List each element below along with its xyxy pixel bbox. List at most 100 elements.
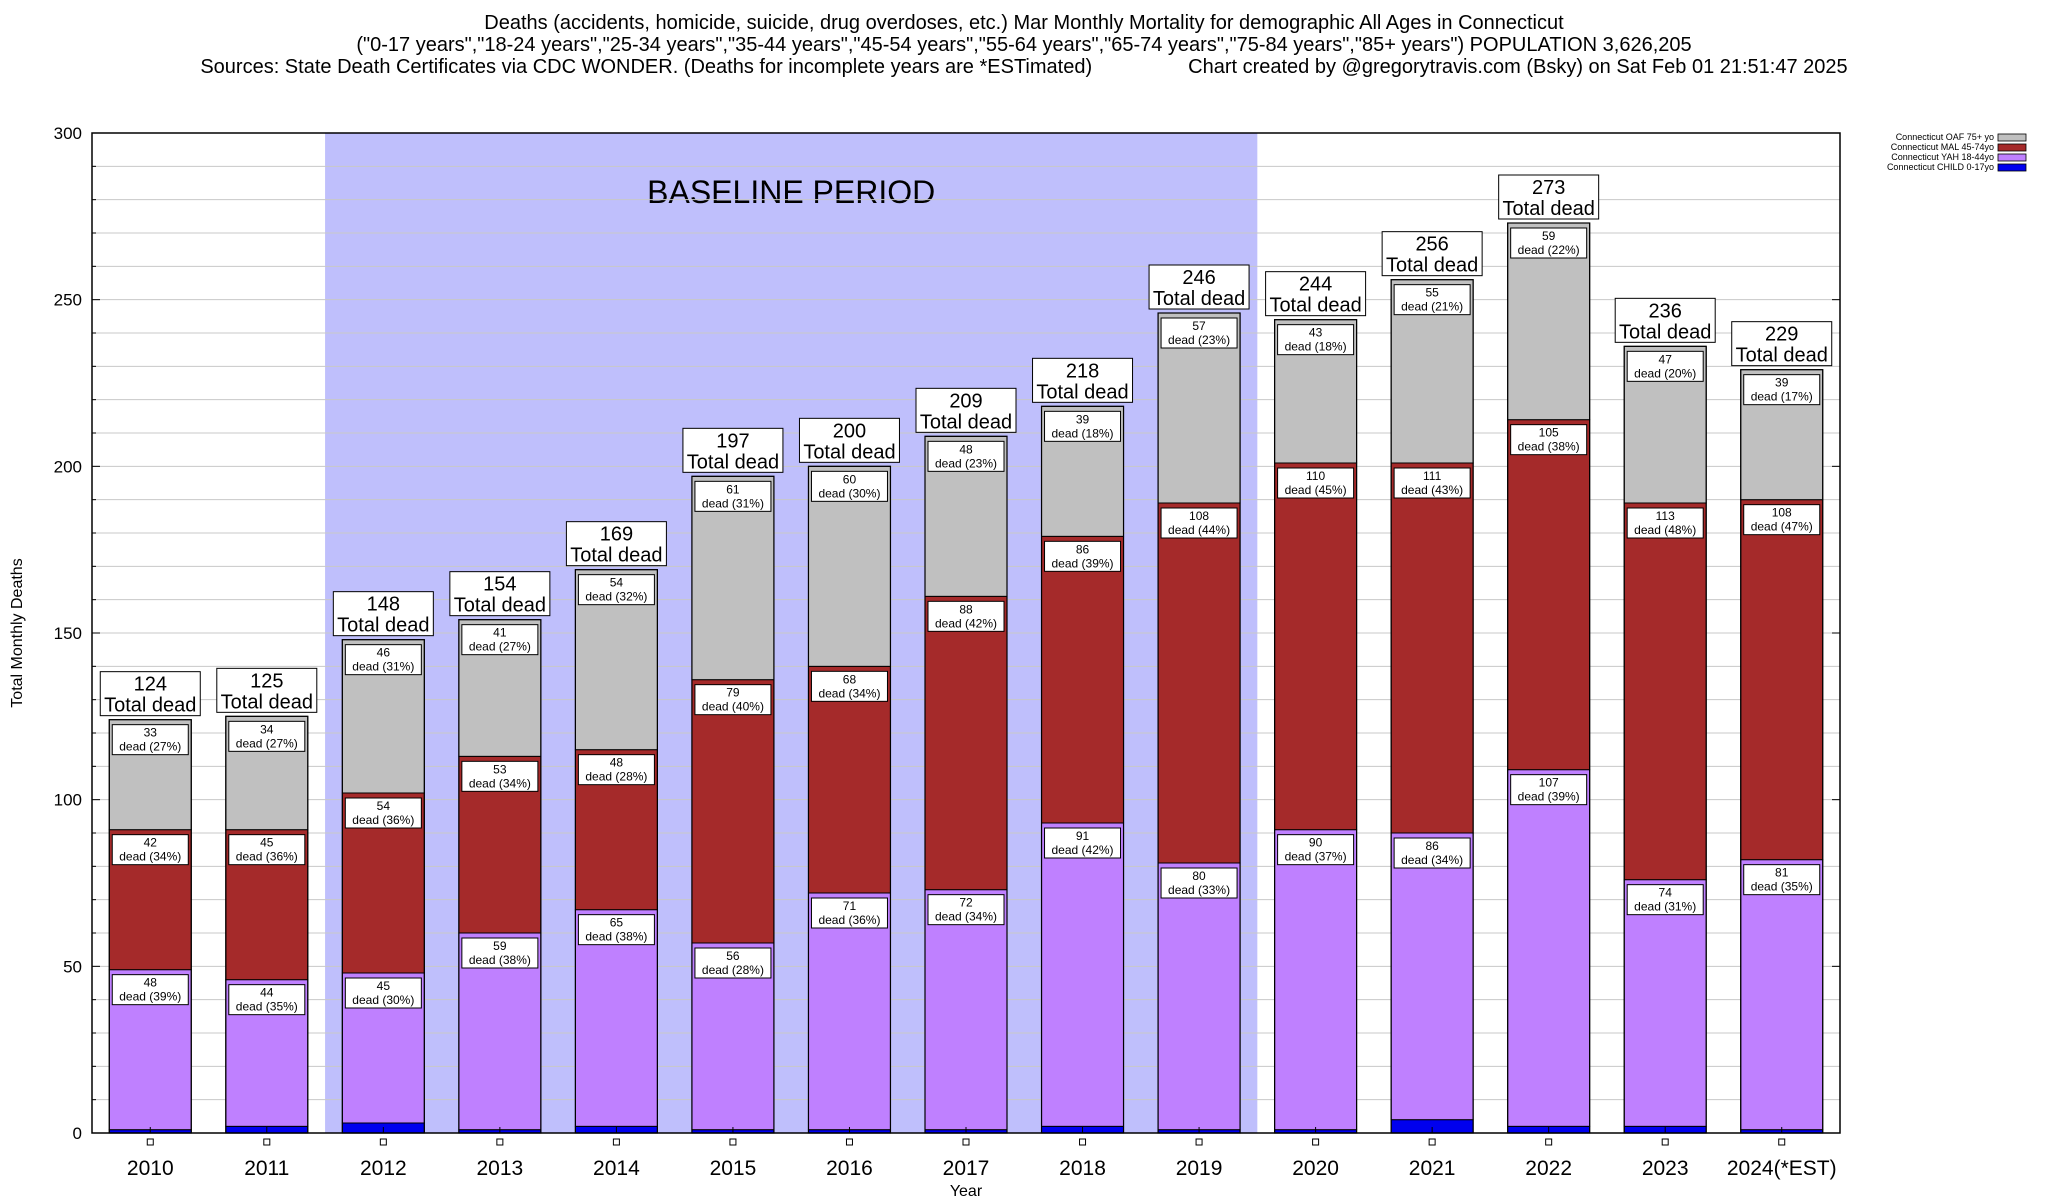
total-label-box — [216, 667, 318, 713]
total-value-label: 246 — [1182, 267, 1215, 289]
segment-pct-label: dead (42%) — [935, 616, 997, 630]
segment-value-label: 45 — [260, 836, 274, 850]
segment-value-label: 48 — [144, 976, 158, 990]
total-suffix-label: Total dead — [1386, 255, 1478, 277]
total-suffix-label: Total dead — [1736, 345, 1828, 367]
segment-pct-label: dead (38%) — [1518, 440, 1580, 454]
total-suffix-label: Total dead — [1036, 381, 1128, 403]
y-tick-label: 250 — [54, 291, 82, 310]
segment-label-box — [1626, 350, 1704, 382]
bar-segment — [1740, 499, 1824, 861]
total-label-box — [565, 521, 667, 567]
total-label-box — [1148, 264, 1250, 310]
segment-label-box — [927, 440, 1005, 472]
segment-value-label: 56 — [726, 949, 740, 963]
segment-pct-label: dead (38%) — [469, 953, 531, 967]
bar-marker — [845, 1138, 853, 1146]
bar-segment — [1507, 769, 1591, 1127]
segment-label-box — [1277, 467, 1355, 499]
segment-value-label: 57 — [1192, 319, 1206, 333]
total-value-label: 209 — [949, 390, 982, 412]
bar-marker — [496, 1138, 504, 1146]
segment-value-label: 88 — [959, 602, 973, 616]
bar-segment — [807, 892, 891, 1131]
segment-value-label: 61 — [726, 482, 740, 496]
segment-pct-label: dead (28%) — [585, 770, 647, 784]
total-suffix-label: Total dead — [221, 691, 313, 713]
chart-title: Deaths (accidents, homicide, suicide, dr… — [484, 12, 1564, 34]
segment-value-label: 74 — [1659, 886, 1673, 900]
segment-label-box — [111, 724, 189, 756]
total-suffix-label: Total dead — [104, 695, 196, 717]
segment-value-label: 110 — [1306, 469, 1325, 483]
segment-pct-label: dead (31%) — [702, 496, 764, 510]
total-value-label: 244 — [1299, 274, 1332, 296]
segment-label-box — [1626, 507, 1704, 539]
segment-label-box — [111, 834, 189, 866]
segment-value-label: 54 — [610, 576, 624, 590]
bar-segment — [1041, 822, 1125, 1127]
segment-value-label: 33 — [144, 726, 158, 740]
x-tick-label: 2021 — [1409, 1157, 1456, 1180]
segment-pct-label: dead (27%) — [469, 640, 531, 654]
total-label-box — [449, 571, 551, 617]
segment-value-label: 39 — [1775, 376, 1789, 390]
segment-value-label: 91 — [1076, 829, 1090, 843]
segment-label-box — [1044, 540, 1122, 572]
bar-segment — [1390, 462, 1474, 834]
segment-value-label: 79 — [726, 686, 740, 700]
segment-value-label: 48 — [610, 756, 624, 770]
segment-pct-label: dead (18%) — [1052, 426, 1114, 440]
segment-value-label: 65 — [610, 916, 624, 930]
segment-label-box — [694, 480, 772, 512]
segment-value-label: 41 — [493, 626, 507, 640]
segment-label-box — [1510, 227, 1588, 259]
x-tick-label: 2012 — [360, 1157, 407, 1180]
bar-segment — [1740, 859, 1824, 1131]
segment-value-label: 68 — [843, 672, 857, 686]
segment-value-label: 80 — [1192, 869, 1206, 883]
segment-value-label: 72 — [959, 896, 973, 910]
bar-segment — [1507, 419, 1591, 771]
segment-label-box — [927, 894, 1005, 926]
segment-label-box — [810, 670, 888, 702]
segment-value-label: 48 — [959, 442, 973, 456]
segment-pct-label: dead (47%) — [1751, 520, 1813, 534]
segment-pct-label: dead (36%) — [236, 850, 298, 864]
segment-label-box — [228, 984, 306, 1016]
total-label-box — [99, 671, 201, 717]
segment-value-label: 90 — [1309, 836, 1323, 850]
y-tick-label: 150 — [54, 624, 82, 643]
segment-pct-label: dead (27%) — [236, 736, 298, 750]
total-suffix-label: Total dead — [920, 411, 1012, 433]
segment-value-label: 107 — [1539, 776, 1559, 790]
segment-value-label: 44 — [260, 986, 274, 1000]
total-value-label: 148 — [367, 594, 400, 616]
legend-swatch — [1997, 163, 2027, 172]
bar-segment — [1041, 535, 1125, 824]
segment-pct-label: dead (30%) — [818, 486, 880, 500]
segment-label-box — [344, 797, 422, 829]
segment-value-label: 46 — [377, 646, 391, 660]
x-tick-label: 2023 — [1642, 1157, 1689, 1180]
bar-marker — [1195, 1138, 1203, 1146]
segment-pct-label: dead (42%) — [1052, 843, 1114, 857]
chart-sources-line: Sources: State Death Certificates via CD… — [0, 56, 2048, 78]
segment-value-label: 42 — [144, 836, 158, 850]
segment-label-box — [810, 897, 888, 929]
total-label-box — [332, 591, 434, 637]
bar-segment — [1623, 879, 1707, 1127]
segment-pct-label: dead (36%) — [818, 913, 880, 927]
segment-value-label: 59 — [1542, 229, 1556, 243]
segment-label-box — [1044, 410, 1122, 442]
total-label-box — [1381, 231, 1483, 277]
segment-pct-label: dead (31%) — [352, 660, 414, 674]
bar-marker — [1079, 1138, 1087, 1146]
segment-pct-label: dead (34%) — [818, 686, 880, 700]
segment-value-label: 53 — [493, 762, 507, 776]
total-value-label: 169 — [600, 524, 633, 546]
segment-label-box — [577, 574, 655, 606]
segment-pct-label: dead (43%) — [1401, 483, 1463, 497]
legend-swatch — [1997, 143, 2027, 152]
bar-marker — [379, 1138, 387, 1146]
